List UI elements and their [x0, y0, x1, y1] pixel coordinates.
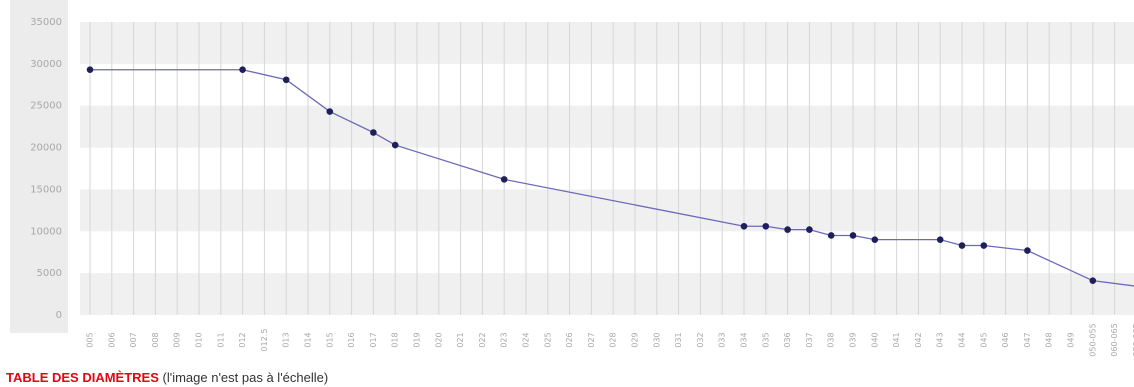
x-tick-label: 025	[543, 332, 552, 347]
caption-note: (l'image n'est pas à l'échelle)	[158, 370, 329, 385]
data-point	[936, 236, 944, 243]
x-tick-label: 011	[216, 332, 225, 347]
grid-band	[80, 273, 1134, 315]
x-tick-label: 048	[1045, 332, 1054, 347]
data-point	[326, 108, 334, 115]
x-tick-label: 040	[870, 332, 879, 347]
x-tick-label: 033	[718, 332, 727, 347]
x-tick-label: 017	[369, 332, 378, 347]
x-tick-label: 012	[238, 332, 247, 347]
x-tick-label: 043	[936, 332, 945, 347]
y-tick-label: 5000	[37, 268, 62, 279]
x-tick-label: 035	[761, 332, 770, 347]
x-tick-label: 029	[631, 332, 640, 347]
x-tick-label: 007	[129, 332, 138, 347]
line-chart: 0 5000 10000 15000 20000 25000 30000 35000 005 0…	[10, 0, 1134, 357]
y-tick-label: 35000	[30, 17, 62, 28]
data-point	[958, 242, 966, 249]
y-tick-label: 25000	[30, 101, 62, 112]
data-point	[1024, 247, 1031, 254]
data-point	[500, 176, 508, 183]
x-tick-label: 014	[304, 332, 313, 347]
y-tick-label: 20000	[30, 143, 62, 154]
x-tick-label: 019	[413, 332, 422, 347]
y-tick-label: 10000	[30, 226, 62, 237]
y-axis-panel	[10, 0, 68, 333]
x-tick-label: 032	[696, 332, 705, 347]
data-point	[806, 226, 813, 233]
chart-caption: TABLE DES DIAMÈTRES (l'image n'est pas à…	[6, 370, 328, 386]
data-point	[980, 242, 988, 249]
x-tick-label: 049	[1067, 332, 1076, 347]
data-point	[391, 141, 399, 149]
data-point	[762, 222, 770, 230]
data-point	[827, 232, 835, 239]
x-tick-label: 050-055	[1088, 323, 1097, 356]
data-point	[86, 66, 94, 74]
x-tick-label: 034	[740, 332, 749, 347]
x-tick-label: 028	[609, 332, 618, 347]
x-tick-label: 021	[456, 332, 465, 347]
x-tick-label: 041	[892, 332, 901, 347]
grid-band	[80, 22, 1134, 64]
x-tick-label: 013	[282, 332, 291, 347]
x-tick-label: 009	[173, 332, 182, 347]
y-tick-label: 15000	[30, 184, 62, 195]
x-tick-label: 024	[522, 332, 531, 347]
x-tick-label: 022	[478, 332, 487, 347]
x-tick-label: 008	[151, 332, 160, 347]
y-tick-label: 0	[56, 310, 62, 321]
x-tick-label: 026	[565, 332, 574, 347]
x-tick-label: 030	[652, 332, 661, 347]
x-tick-label: 023	[500, 332, 509, 347]
data-point	[871, 236, 879, 243]
x-tick-label: 010	[195, 332, 204, 347]
x-tick-label: 027	[587, 332, 596, 347]
x-tick-label: 045	[979, 332, 988, 347]
series-line	[90, 69, 1134, 287]
data-point	[239, 66, 246, 74]
data-point	[784, 226, 791, 233]
grid-band	[80, 105, 1134, 148]
x-tick-label: 005	[86, 332, 95, 347]
x-tick-label: 047	[1023, 332, 1032, 347]
x-tick-label: 006	[107, 332, 116, 347]
x-tick-label: 020	[434, 332, 443, 347]
data-point	[370, 129, 377, 136]
data-point	[849, 232, 857, 239]
x-tick-label: 015	[325, 332, 334, 347]
x-tick-label: 018	[391, 332, 400, 347]
caption-title: TABLE DES DIAMÈTRES	[6, 370, 159, 385]
x-tick-label: 038	[827, 332, 836, 347]
x-tick-label: 037	[805, 332, 814, 347]
data-point	[1089, 277, 1097, 284]
x-tick-label: 070-085	[1132, 323, 1134, 356]
x-tick-label: 016	[347, 332, 356, 347]
grid-band	[80, 189, 1134, 232]
x-tick-label: 060-065	[1110, 323, 1119, 356]
x-tick-label: 044	[958, 332, 967, 347]
x-tick-label: 036	[783, 332, 792, 347]
x-tick-label: 046	[1001, 332, 1010, 347]
x-tick-label: 031	[674, 332, 683, 347]
data-point	[740, 222, 748, 230]
data-point	[282, 76, 290, 84]
x-tick-label: 039	[849, 332, 858, 347]
x-tick-label: 042	[914, 332, 923, 347]
y-tick-label: 30000	[30, 59, 62, 70]
x-tick-label: 012.5	[260, 329, 269, 352]
